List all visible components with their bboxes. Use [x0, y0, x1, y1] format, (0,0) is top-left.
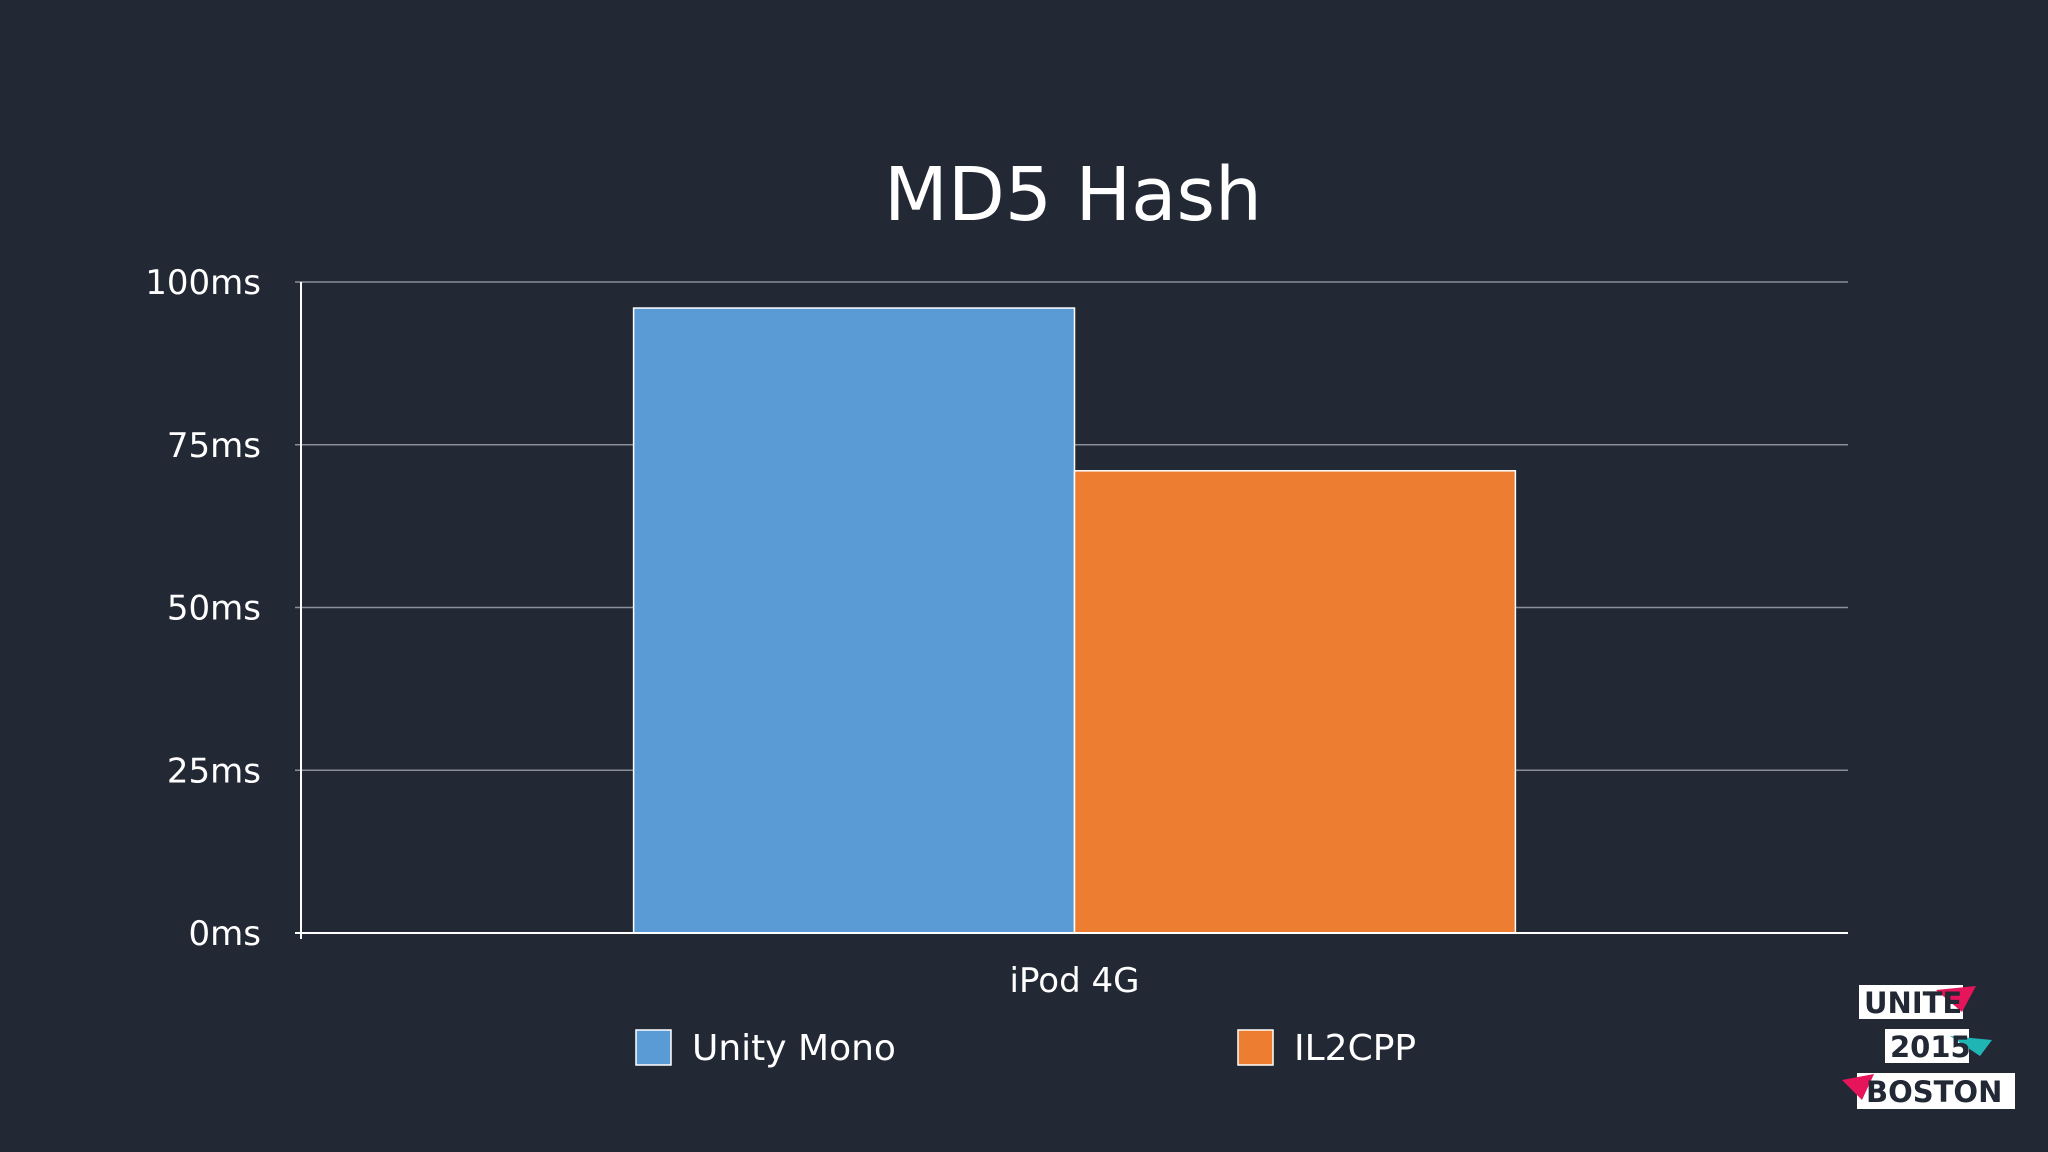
legend-item-il2cpp[interactable]: IL2CPP [1237, 1028, 1416, 1069]
logo-line2: 2015 [1890, 1030, 1971, 1064]
unite-2015-boston-logo: UNITE 2015 BOSTON [1840, 982, 2020, 1114]
chart-title: MD5 Hash [884, 152, 1262, 238]
logo-line3: BOSTON [1866, 1075, 2002, 1109]
y-tick-label: 0ms [189, 914, 261, 954]
axes [295, 281, 1848, 939]
bar-il2cpp [1073, 470, 1517, 934]
x-category-label: iPod 4G [1010, 961, 1140, 1001]
legend-label: Unity Mono [692, 1028, 896, 1069]
logo-pink-accent-top [1936, 986, 1976, 1012]
y-tick-label: 100ms [145, 263, 261, 303]
logo-pink-accent-bottom [1842, 1074, 1874, 1100]
legend-label: IL2CPP [1294, 1028, 1416, 1069]
bars [632, 307, 1517, 934]
legend-item-unity-mono[interactable]: Unity Mono [635, 1028, 896, 1069]
bar-unity-mono [632, 307, 1076, 934]
legend[interactable]: Unity Mono IL2CPP [635, 1028, 1416, 1069]
logo-teal-accent [1950, 1036, 1992, 1056]
y-tick-label: 75ms [167, 426, 261, 466]
y-tick-label: 50ms [167, 589, 261, 629]
legend-swatch [635, 1029, 672, 1066]
y-tick-label: 25ms [167, 751, 261, 791]
legend-swatch [1237, 1029, 1274, 1066]
y-tick-labels: 0ms 25ms 50ms 75ms 100ms [145, 263, 261, 954]
logo-line1: UNITE [1864, 986, 1962, 1020]
x-category-labels: iPod 4G [1010, 961, 1140, 1001]
